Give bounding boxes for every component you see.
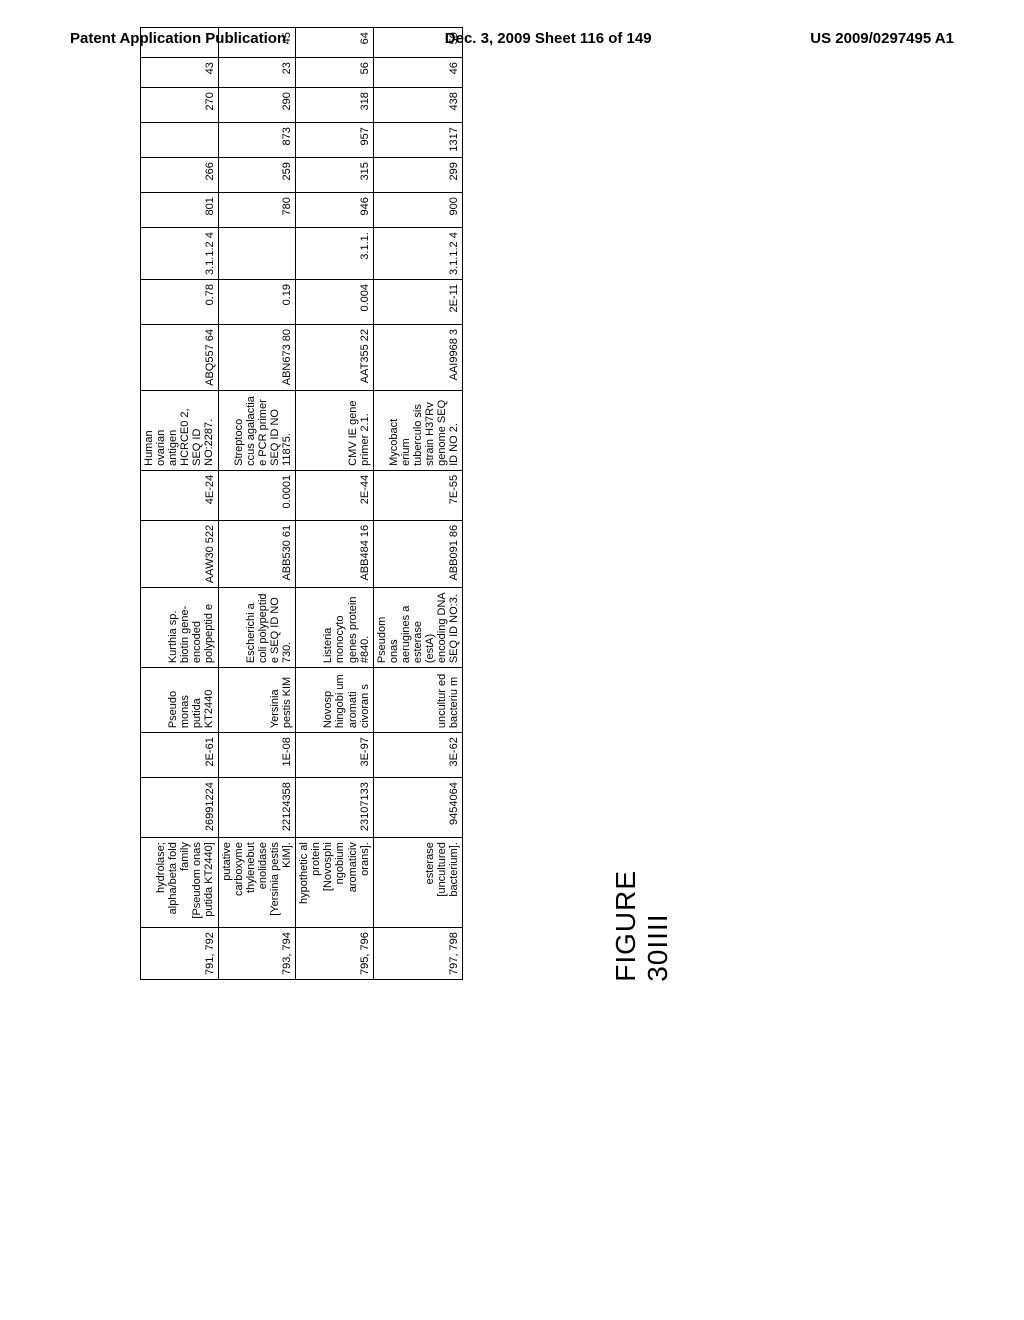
cell-n4: 438 <box>373 88 463 123</box>
cell-protein_desc: Pseudom onas aerugines a esterase (estA)… <box>373 588 463 668</box>
cell-pval: 0.004 <box>296 280 374 325</box>
cell-organism: Yersinia pestis KIM <box>218 668 296 733</box>
cell-n6: 64 <box>296 28 374 58</box>
table-row: 793, 794putative carboxyme thylenebut en… <box>218 28 296 980</box>
cell-gi: 9454064 <box>373 778 463 838</box>
cell-organism: uncultur ed bacteriu m <box>373 668 463 733</box>
cell-accession1: ABB530 61 <box>218 520 296 587</box>
cell-evalue1: 2E-61 <box>141 733 219 778</box>
table-row: 791, 792hydrolase; alpha/beta fold famil… <box>141 28 219 980</box>
cell-target: CMV IE gene primer 2.1. <box>296 390 374 470</box>
cell-n4: 318 <box>296 88 374 123</box>
cell-n1: 900 <box>373 193 463 228</box>
cell-n5: 43 <box>141 58 219 88</box>
cell-organism: Pseudo monas putida KT2440 <box>141 668 219 733</box>
cell-protein_desc: Listeria monocyto genes protein #840. <box>296 588 374 668</box>
cell-ec <box>218 228 296 280</box>
figure-label-line2: 30IIII <box>642 870 674 982</box>
cell-n1: 946 <box>296 193 374 228</box>
cell-evalue2: 0.0001 <box>218 470 296 520</box>
table-row: 797, 798esterase [uncultured bacterium].… <box>373 28 463 980</box>
cell-pval: 2E-11 <box>373 280 463 325</box>
cell-description: esterase [uncultured bacterium]. <box>373 838 463 928</box>
cell-n2: 299 <box>373 158 463 193</box>
cell-seq_pair: 795, 796 <box>296 928 374 980</box>
cell-evalue1: 3E-97 <box>296 733 374 778</box>
cell-n6 <box>141 28 219 58</box>
cell-protein_desc: Escherichi a coli polypeptid e SEQ ID NO… <box>218 588 296 668</box>
cell-accession2: AAT355 22 <box>296 325 374 391</box>
cell-accession2: ABQ557 64 <box>141 325 219 391</box>
table-row: 795, 796hypothetic al protein [Novosphi … <box>296 28 374 980</box>
cell-protein_desc: Kurthia sp. biotin gene-encoded polypept… <box>141 588 219 668</box>
cell-target: Mycobact erium tuberculo sis strain H37R… <box>373 390 463 470</box>
cell-n3 <box>141 123 219 158</box>
cell-evalue1: 3E-62 <box>373 733 463 778</box>
cell-evalue1: 1E-08 <box>218 733 296 778</box>
cell-ec: 3.1.1.2 4 <box>141 228 219 280</box>
cell-evalue2: 2E-44 <box>296 470 374 520</box>
cell-organism: Novosp hingobi um aromati civoran s <box>296 668 374 733</box>
cell-ec: 3.1.1. <box>296 228 374 280</box>
header-middle: Dec. 3, 2009 Sheet 116 of 149 <box>445 30 652 47</box>
cell-n1: 801 <box>141 193 219 228</box>
cell-n6: 59 <box>373 28 463 58</box>
cell-n4: 290 <box>218 88 296 123</box>
cell-evalue2: 4E-24 <box>141 470 219 520</box>
cell-n2: 259 <box>218 158 296 193</box>
cell-evalue2: 7E-55 <box>373 470 463 520</box>
cell-description: hydrolase; alpha/beta fold family [Pseud… <box>141 838 219 928</box>
cell-accession2: ABN673 80 <box>218 325 296 391</box>
cell-n5: 46 <box>373 58 463 88</box>
cell-seq_pair: 793, 794 <box>218 928 296 980</box>
cell-n3: 873 <box>218 123 296 158</box>
figure-label-line1: FIGURE <box>610 870 642 982</box>
cell-n2: 315 <box>296 158 374 193</box>
cell-accession1: ABB091 86 <box>373 520 463 587</box>
cell-gi: 23107133 <box>296 778 374 838</box>
cell-gi: 22124358 <box>218 778 296 838</box>
cell-accession2: AAI9968 3 <box>373 325 463 391</box>
cell-accession1: AAW30 522 <box>141 520 219 587</box>
cell-ec: 3.1.1.2 4 <box>373 228 463 280</box>
cell-gi: 26991224 <box>141 778 219 838</box>
sequence-table: 791, 792hydrolase; alpha/beta fold famil… <box>140 27 463 980</box>
cell-seq_pair: 791, 792 <box>141 928 219 980</box>
cell-n2: 266 <box>141 158 219 193</box>
cell-n4: 270 <box>141 88 219 123</box>
cell-accession1: ABB484 16 <box>296 520 374 587</box>
cell-n5: 56 <box>296 58 374 88</box>
cell-target: Human ovarian antigen HCRCE0 2, SEQ ID N… <box>141 390 219 470</box>
figure-caption: FIGURE 30IIII <box>610 870 674 982</box>
cell-n6: 45 <box>218 28 296 58</box>
cell-n3: 1317 <box>373 123 463 158</box>
cell-description: hypothetic al protein [Novosphi ngobium … <box>296 838 374 928</box>
cell-seq_pair: 797, 798 <box>373 928 463 980</box>
cell-description: putative carboxyme thylenebut enolidase … <box>218 838 296 928</box>
cell-n5: 23 <box>218 58 296 88</box>
cell-pval: 0.19 <box>218 280 296 325</box>
cell-n3: 957 <box>296 123 374 158</box>
cell-target: Streptoco ccus agalactia e PCR primer SE… <box>218 390 296 470</box>
cell-n1: 780 <box>218 193 296 228</box>
cell-pval: 0.78 <box>141 280 219 325</box>
header-right: US 2009/0297495 A1 <box>810 30 954 47</box>
